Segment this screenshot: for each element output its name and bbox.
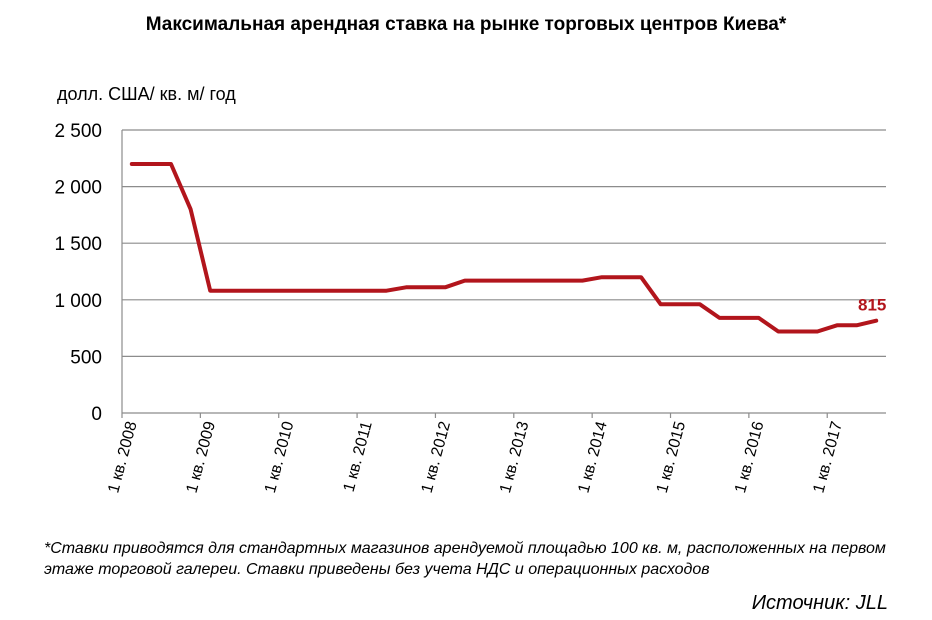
chart-plot: 0 500 1 000 1 500 2 000 2 500 1 кв. 2008 1 кв. … — [54, 121, 886, 495]
y-tick-label: 1 500 — [54, 234, 102, 255]
y-axis-label: долл. США/ кв. м/ год — [57, 84, 236, 104]
y-tick-label: 500 — [70, 347, 102, 368]
x-tick-label: 1 кв. 2010 — [262, 420, 297, 495]
x-tick-label: 1 кв. 2013 — [497, 420, 532, 495]
source-note: Источник: JLL — [751, 592, 888, 614]
y-tick-label: 1 000 — [54, 291, 102, 312]
x-tick-label: 1 кв. 2012 — [419, 420, 454, 495]
x-tick-label: 1 кв. 2016 — [732, 420, 767, 495]
x-tick-label: 1 кв. 2014 — [575, 420, 610, 495]
footnote: *Ставки приводятся для стандартных магаз… — [44, 540, 886, 578]
x-tick-label: 1 кв. 2009 — [184, 420, 219, 495]
x-tick-label: 1 кв. 2015 — [654, 420, 689, 495]
x-tick-label: 1 кв. 2017 — [810, 420, 845, 495]
x-tick-label: 1 кв. 2011 — [341, 420, 376, 494]
x-tick-label: 1 кв. 2008 — [105, 420, 140, 495]
y-tick-label: 0 — [91, 404, 102, 425]
y-tick-label: 2 000 — [54, 178, 102, 199]
data-label: 815 — [858, 296, 886, 315]
chart-title: Максимальная арендная ставка на рынке то… — [145, 14, 787, 35]
y-tick-label: 2 500 — [54, 121, 102, 142]
series-line — [129, 162, 879, 334]
